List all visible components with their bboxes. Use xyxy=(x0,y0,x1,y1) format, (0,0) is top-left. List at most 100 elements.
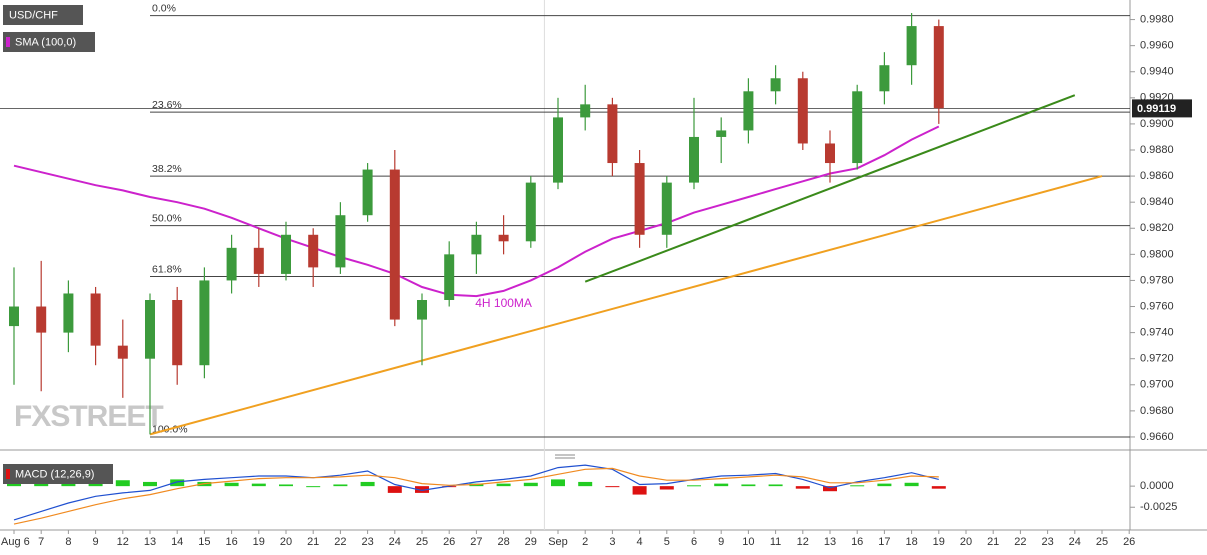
x-tick-label: 24 xyxy=(389,536,401,548)
x-tick-label: 6 xyxy=(691,536,697,548)
fib-label: 23.6% xyxy=(152,99,182,111)
trendline xyxy=(149,175,1103,436)
candle-body xyxy=(145,300,155,359)
x-tick-label: 21 xyxy=(307,536,319,548)
sma-line xyxy=(13,125,940,298)
candle-body xyxy=(607,104,618,164)
candle-body xyxy=(743,91,754,131)
x-tick-label: 20 xyxy=(280,536,292,548)
y-tick-label: 0.9880 xyxy=(1140,144,1174,156)
histogram-bar xyxy=(251,483,266,487)
y-tick-label: 0.9660 xyxy=(1140,431,1174,443)
x-tick-label: 13 xyxy=(824,536,836,548)
y-tick-label: 0.9820 xyxy=(1140,222,1174,234)
candle-body xyxy=(389,169,400,320)
histogram-bar xyxy=(768,484,783,487)
x-tick-label: 3 xyxy=(609,536,615,548)
histogram-bar xyxy=(415,486,429,493)
y-tick-label: 0.9720 xyxy=(1140,353,1174,365)
candle-body xyxy=(553,117,563,183)
last-price-box xyxy=(1132,99,1192,118)
histogram-bar xyxy=(795,486,810,489)
candle-body xyxy=(63,293,74,333)
x-tick-label: 16 xyxy=(225,536,237,548)
candle-body xyxy=(689,136,699,183)
candle-body xyxy=(471,234,482,255)
y-tick-label: 0.9840 xyxy=(1140,196,1174,208)
candle-body xyxy=(580,104,591,118)
fib-label: 50.0% xyxy=(152,212,182,224)
histogram-bar xyxy=(551,479,565,487)
histogram-bar xyxy=(523,482,538,487)
histogram-bar xyxy=(877,483,892,487)
legend-box xyxy=(3,32,95,52)
fib-label: 61.8% xyxy=(152,263,182,275)
candle-body xyxy=(906,26,917,66)
histogram-bar xyxy=(115,480,130,487)
x-tick-label: 27 xyxy=(470,536,482,548)
histogram-bar xyxy=(224,482,239,487)
candle-body xyxy=(716,130,727,137)
histogram-bar xyxy=(931,486,946,489)
legend-box xyxy=(3,5,83,25)
x-tick-label: 11 xyxy=(770,536,781,548)
x-tick-label: 9 xyxy=(718,536,724,548)
x-tick-label: 16 xyxy=(851,536,863,548)
histogram-bar xyxy=(7,481,21,487)
trendline xyxy=(584,94,1076,283)
x-tick-label: 7 xyxy=(38,536,44,548)
candle-body xyxy=(36,306,47,333)
legend-symbol: USD/CHF xyxy=(9,9,58,21)
histogram-bar xyxy=(850,485,865,487)
histogram-bar xyxy=(170,479,185,487)
x-tick-label: 25 xyxy=(1096,536,1108,548)
x-tick-label: 29 xyxy=(525,536,537,548)
candle-body xyxy=(525,182,536,242)
fib-label: 0.0% xyxy=(152,2,176,14)
x-tick-label: 9 xyxy=(93,536,99,548)
x-tick-label: 19 xyxy=(933,536,945,548)
candle-body xyxy=(308,234,319,268)
x-tick-label: 26 xyxy=(443,536,455,548)
candle-body xyxy=(199,280,210,366)
candle-body xyxy=(852,91,863,164)
histogram-bar xyxy=(632,486,647,495)
y-tick-label: 0.9980 xyxy=(1140,13,1174,25)
histogram-bar xyxy=(741,484,756,487)
y-tick-label: 0.0000 xyxy=(1140,480,1174,492)
x-tick-label: 10 xyxy=(742,536,754,548)
x-tick-label: 14 xyxy=(171,536,183,548)
fib-label: 38.2% xyxy=(152,163,182,175)
candle-body xyxy=(498,234,509,242)
macd-title: MACD (12,26,9) xyxy=(15,468,94,480)
candle-body xyxy=(417,300,427,320)
histogram-bar xyxy=(279,484,293,487)
candle-body xyxy=(770,78,781,92)
histogram-bar xyxy=(333,484,348,487)
y-tick-label: 0.9940 xyxy=(1140,66,1174,78)
candle-body xyxy=(879,65,890,92)
last-price-label: 0.99119 xyxy=(1137,103,1176,115)
histogram-bar xyxy=(578,481,593,487)
candle-body xyxy=(661,182,672,235)
y-tick-label: 0.9780 xyxy=(1140,274,1174,286)
histogram-bar xyxy=(496,483,511,487)
candle-body xyxy=(634,163,645,235)
candle-body xyxy=(797,78,808,144)
y-tick-label: 0.9900 xyxy=(1140,118,1174,130)
candle-body xyxy=(933,26,944,109)
candle-body xyxy=(362,169,373,216)
x-tick-label: 17 xyxy=(878,536,890,548)
legend-swatch xyxy=(6,469,10,479)
legend-box xyxy=(3,464,113,484)
y-tick-label: 0.9740 xyxy=(1140,327,1174,339)
x-tick-label: 13 xyxy=(144,536,156,548)
histogram-bar xyxy=(387,486,402,493)
x-tick-label: 22 xyxy=(334,536,346,548)
candle-body xyxy=(253,247,264,274)
x-tick-label: 26 xyxy=(1123,536,1135,548)
x-tick-label: 5 xyxy=(664,536,670,548)
candle-body xyxy=(226,247,237,281)
